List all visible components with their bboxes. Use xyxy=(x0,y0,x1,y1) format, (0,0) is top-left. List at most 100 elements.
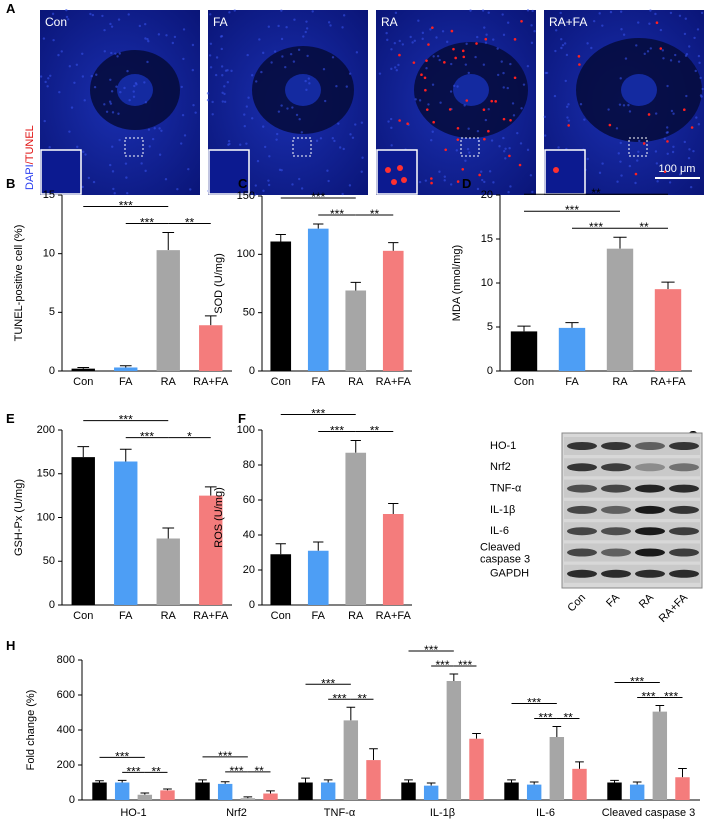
nucleus xyxy=(465,42,468,46)
bar xyxy=(307,228,329,371)
y-tick-label: 150 xyxy=(37,468,55,480)
nucleus xyxy=(504,147,507,150)
nucleus xyxy=(483,180,486,184)
error-bar xyxy=(655,705,665,712)
error-bar xyxy=(449,673,459,681)
nucleus xyxy=(522,83,526,86)
nucleus xyxy=(191,68,195,72)
error-bar xyxy=(198,779,207,783)
band xyxy=(567,505,597,514)
nucleus xyxy=(622,33,626,36)
tunel-dot xyxy=(425,59,428,62)
nucleus xyxy=(68,130,71,133)
nucleus xyxy=(455,149,459,152)
tunel-dot xyxy=(642,142,646,145)
nucleus xyxy=(409,35,412,39)
y-tick-label: 100 xyxy=(237,424,255,436)
nucleus xyxy=(496,47,499,50)
bar xyxy=(156,250,180,371)
nucleus xyxy=(418,99,422,102)
nucleus xyxy=(688,148,691,151)
inset xyxy=(376,149,418,195)
nucleus xyxy=(355,51,359,54)
nucleus xyxy=(590,46,593,50)
nucleus xyxy=(666,84,669,88)
error-bar xyxy=(77,366,90,369)
nucleus xyxy=(655,162,659,165)
nucleus xyxy=(697,54,701,58)
nucleus xyxy=(414,98,417,101)
nucleus xyxy=(223,85,226,88)
bar xyxy=(320,782,336,800)
y-tick-label: 100 xyxy=(237,248,255,260)
nucleus xyxy=(251,117,254,120)
nucleus xyxy=(268,155,271,158)
nucleus xyxy=(533,30,536,33)
y-tick-label: 150 xyxy=(237,190,255,202)
inset xyxy=(544,149,586,195)
nucleus xyxy=(492,181,495,184)
nucleus xyxy=(654,12,657,16)
significance-label: ** xyxy=(639,220,649,234)
nucleus xyxy=(583,118,586,121)
nucleus xyxy=(298,177,301,181)
nucleus xyxy=(697,123,701,126)
nucleus xyxy=(431,130,434,133)
nucleus xyxy=(617,152,620,155)
significance-label: *** xyxy=(538,711,552,725)
nucleus xyxy=(695,116,698,119)
bar xyxy=(270,554,292,605)
nucleus xyxy=(329,24,332,27)
nucleus xyxy=(70,106,74,109)
nucleus xyxy=(698,61,701,65)
nucleus xyxy=(529,174,533,177)
nucleus xyxy=(342,147,345,151)
nucleus xyxy=(689,185,693,189)
nucleus xyxy=(354,123,357,126)
nucleus xyxy=(239,143,242,146)
x-tick-label: RA xyxy=(348,610,364,622)
tunel-dot xyxy=(655,21,659,25)
nucleus xyxy=(526,9,530,12)
error-bar xyxy=(275,543,286,555)
nucleus xyxy=(378,72,382,75)
nucleus xyxy=(418,180,422,184)
blot-strip xyxy=(564,522,700,541)
blot-strip xyxy=(564,479,700,498)
x-tick-label: FA xyxy=(119,376,133,388)
bar xyxy=(217,783,233,800)
nucleus xyxy=(559,20,563,23)
nucleus xyxy=(360,121,364,124)
nucleus xyxy=(393,41,397,45)
nucleus xyxy=(519,142,523,145)
nucleus xyxy=(398,39,401,43)
nucleus xyxy=(638,139,641,143)
band xyxy=(601,527,631,536)
nucleus xyxy=(615,127,619,130)
y-tick-label: 400 xyxy=(57,724,75,736)
nucleus xyxy=(649,9,652,12)
error-bar xyxy=(301,777,310,783)
nucleus xyxy=(281,55,284,58)
nucleus xyxy=(191,43,195,47)
nucleus xyxy=(305,88,308,92)
nucleus xyxy=(502,86,505,89)
nucleus xyxy=(506,86,509,90)
nucleus xyxy=(319,137,323,140)
nucleus xyxy=(82,150,85,154)
nucleus xyxy=(173,35,177,39)
error-bar xyxy=(77,446,90,458)
nucleus xyxy=(134,81,138,85)
tunel-dot xyxy=(452,47,455,51)
nucleus xyxy=(565,105,569,108)
tunel-dot xyxy=(423,76,427,80)
nucleus xyxy=(618,103,622,106)
nucleus xyxy=(526,64,530,68)
nucleus xyxy=(385,31,388,35)
band xyxy=(567,548,597,557)
nucleus xyxy=(114,52,117,55)
protein-label: Cleaved xyxy=(480,541,520,553)
nucleus xyxy=(502,33,506,37)
nucleus xyxy=(557,146,560,149)
error-bar xyxy=(162,232,175,251)
